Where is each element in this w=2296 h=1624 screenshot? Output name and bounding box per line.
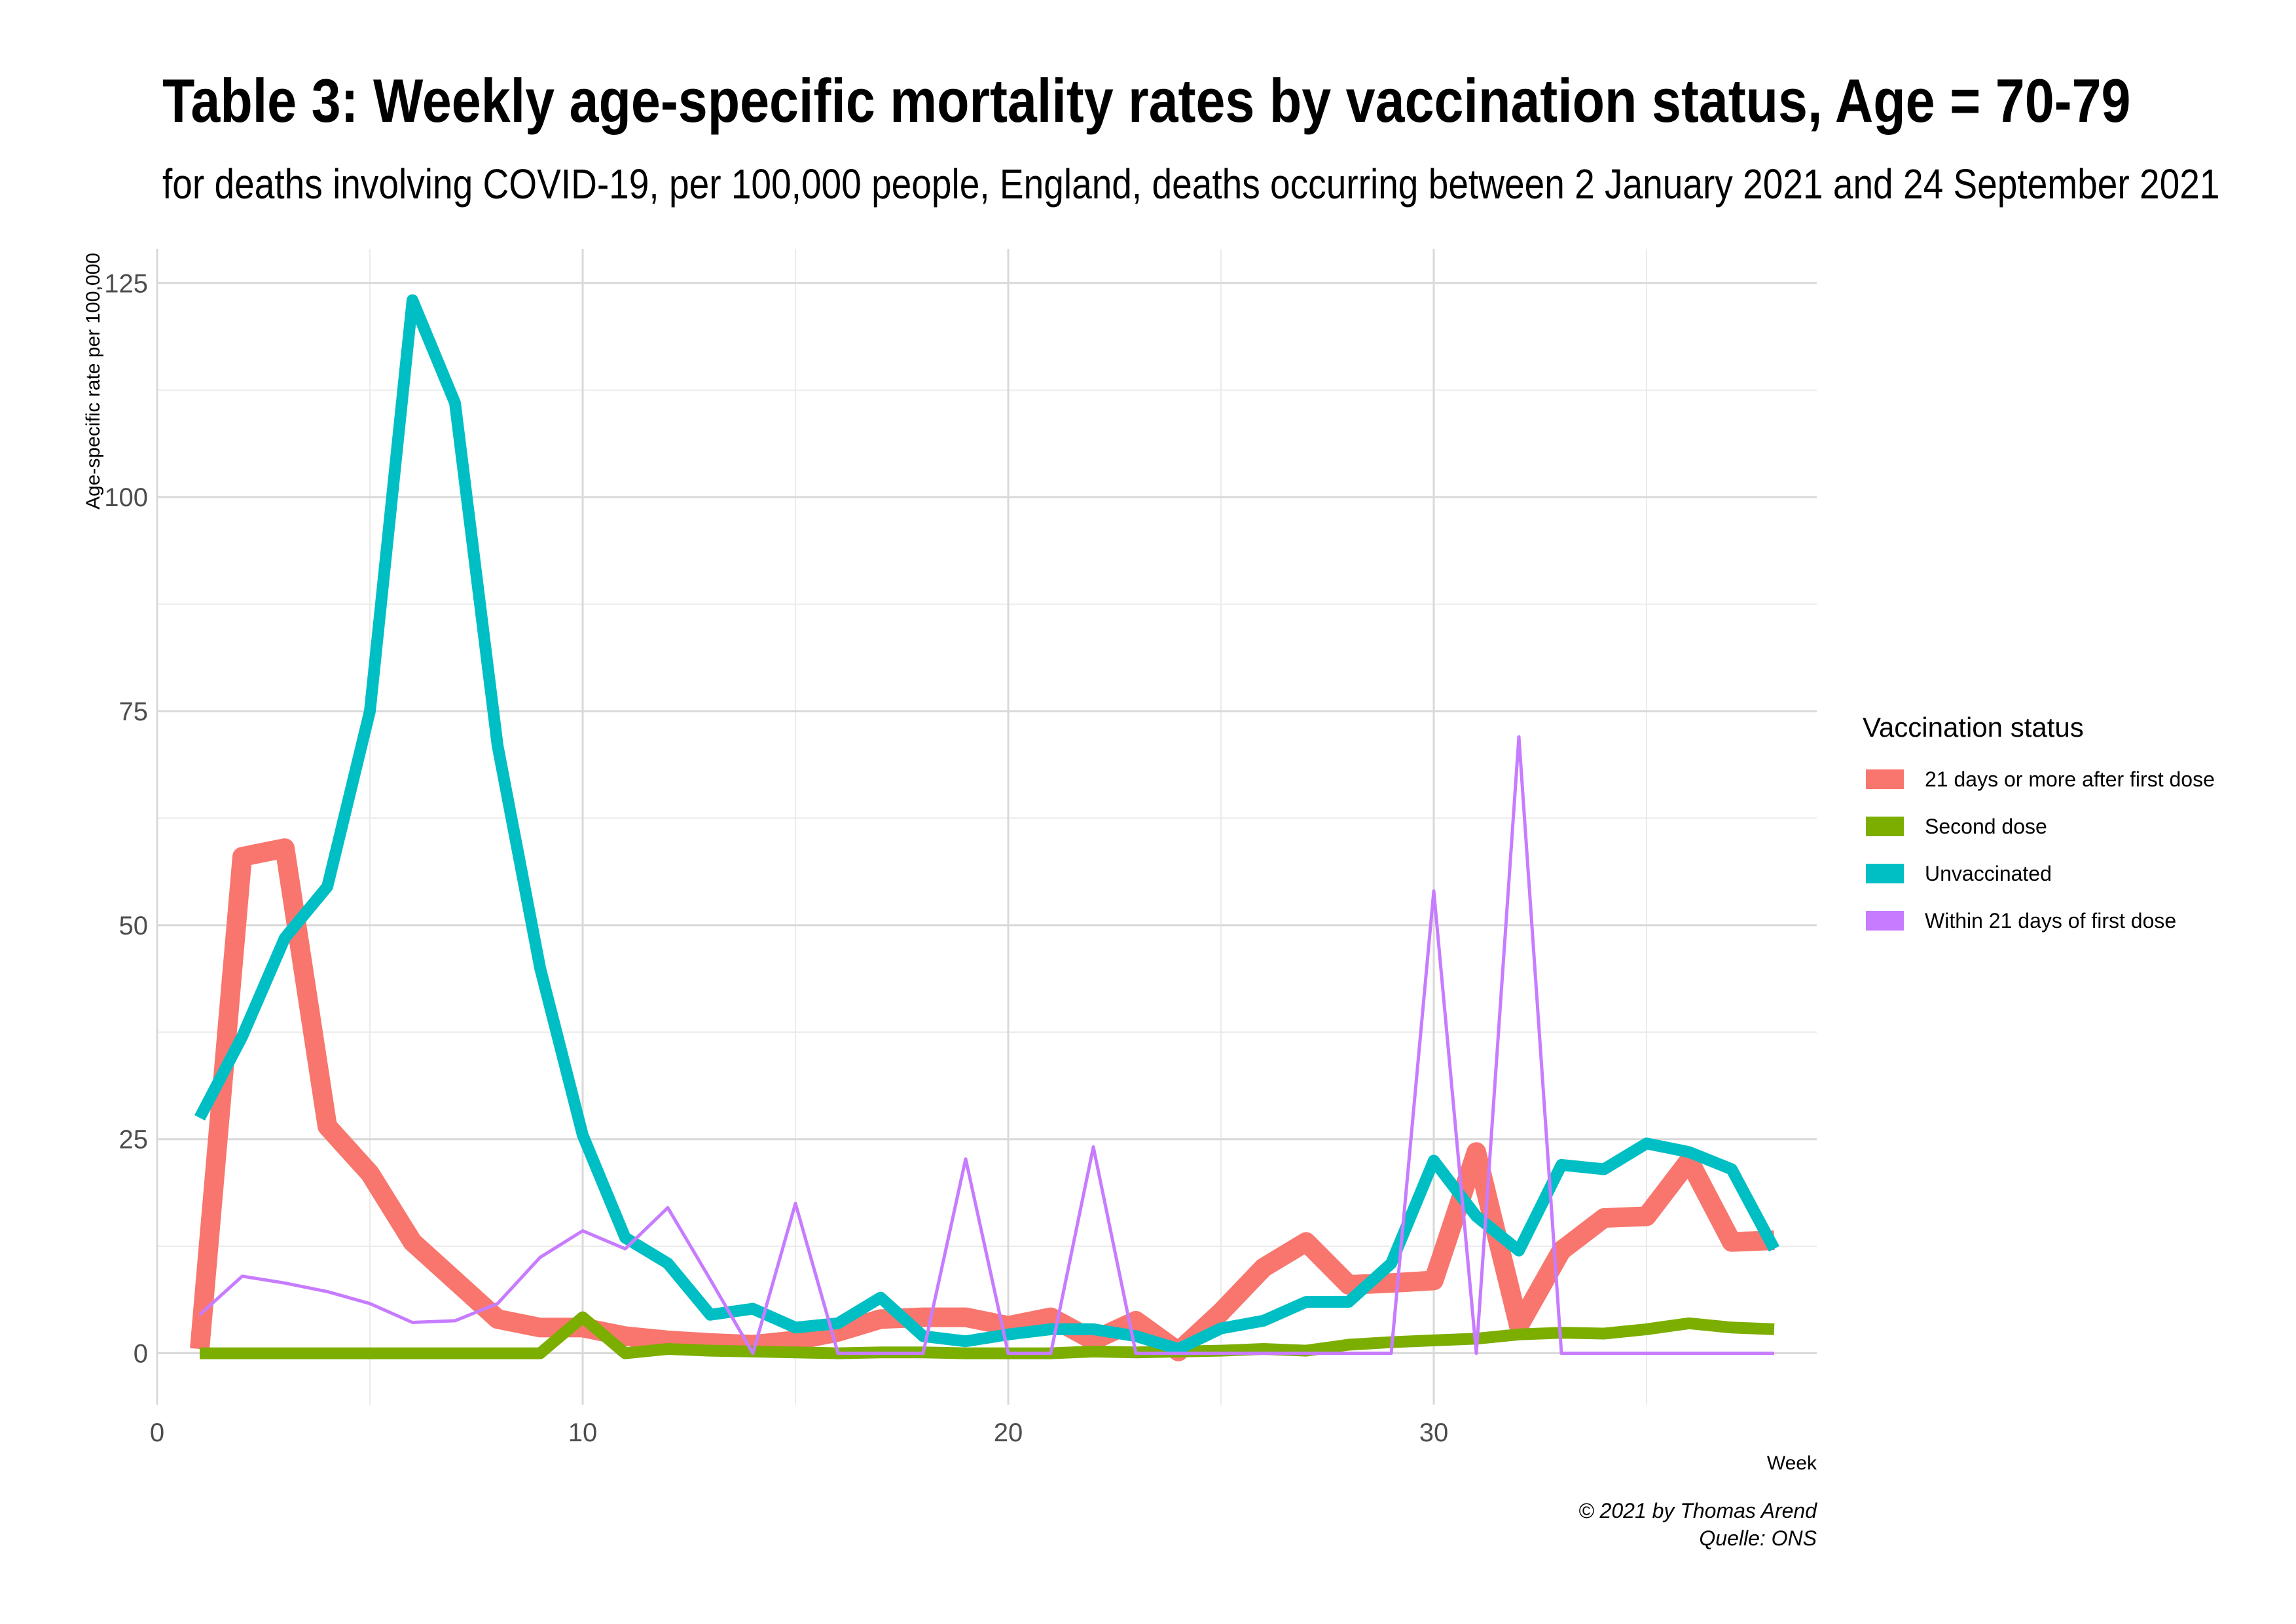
y-tick-label: 75 (119, 697, 149, 726)
legend-key-3 (1866, 911, 1904, 931)
gridlines (156, 249, 1817, 1405)
legend-key-2 (1866, 864, 1904, 883)
legend-label-2: Unvaccinated (1925, 862, 2052, 885)
y-axis-ticks: 0 25 50 75 100 125 (104, 269, 148, 1368)
x-tick-label: 10 (568, 1418, 598, 1447)
data-series (190, 294, 1779, 1361)
series-line-0 (190, 838, 1775, 1361)
series-line-3 (198, 735, 1774, 1356)
y-tick-label: 25 (119, 1126, 149, 1154)
legend-title: Vaccination status (1863, 712, 2084, 743)
series-line-1 (200, 1311, 1775, 1359)
chart-title: Table 3: Weekly age-specific mortality r… (162, 66, 2131, 135)
legend-key-1 (1866, 817, 1904, 836)
series-line-2 (194, 294, 1779, 1355)
x-axis-ticks: 0 10 20 30 (150, 1418, 1448, 1447)
x-axis-title: Week (1767, 1452, 1817, 1474)
legend-key-0 (1866, 769, 1904, 789)
y-tick-label: 0 (134, 1340, 148, 1369)
x-tick-label: 20 (994, 1418, 1023, 1447)
legend: Vaccination status 21 days or more after… (1863, 712, 2215, 932)
y-tick-label: 50 (119, 912, 149, 940)
legend-label-3: Within 21 days of first dose (1925, 909, 2176, 932)
y-tick-label: 125 (104, 269, 148, 298)
chart-subtitle: for deaths involving COVID-19, per 100,0… (162, 160, 2220, 208)
y-axis-title: Age-specific rate per 100,000 (82, 253, 104, 509)
legend-label-0: 21 days or more after first dose (1925, 767, 2215, 791)
x-tick-label: 0 (150, 1418, 164, 1447)
legend-label-1: Second dose (1925, 815, 2047, 838)
caption-source: Quelle: ONS (1699, 1526, 1817, 1550)
y-tick-label: 100 (104, 483, 148, 512)
caption-copyright: © 2021 by Thomas Arend (1578, 1499, 1817, 1522)
x-tick-label: 30 (1419, 1418, 1449, 1447)
